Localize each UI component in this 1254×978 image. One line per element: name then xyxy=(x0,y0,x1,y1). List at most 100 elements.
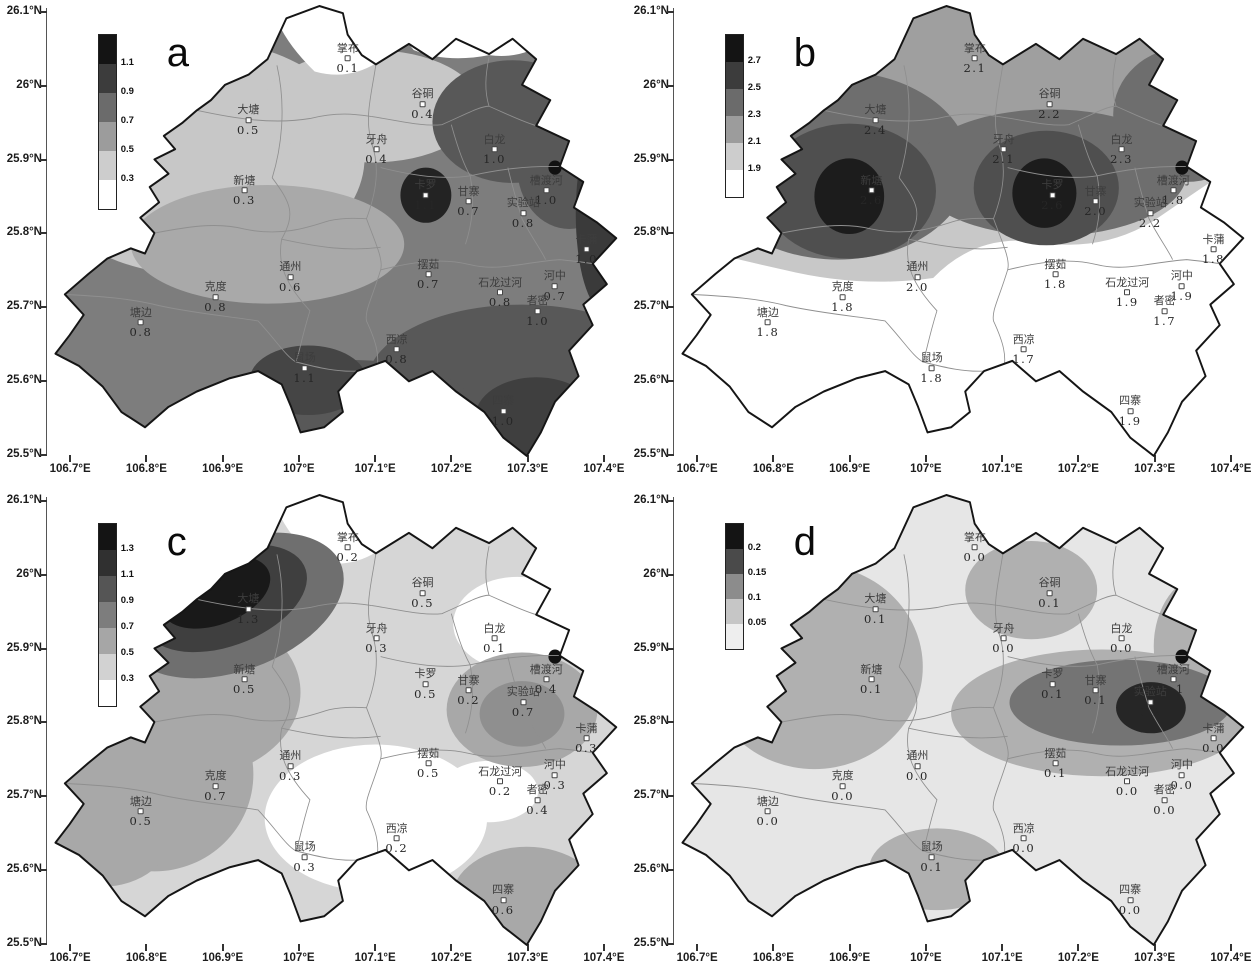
station-marker xyxy=(764,808,771,815)
station-marker xyxy=(1124,778,1131,785)
y-axis-tick xyxy=(667,721,674,724)
station-value: 1.0 xyxy=(575,252,598,267)
legend-a: 1.1 0.9 0.7 0.5 0.3 xyxy=(97,33,134,210)
station-value: 1.7 xyxy=(1012,352,1036,367)
station-kaluo: 卡罗 2.6 xyxy=(1041,179,1064,211)
station-name: 牙舟 xyxy=(992,621,1015,635)
station-name: 槽渡河 xyxy=(1156,662,1190,676)
x-axis-tick xyxy=(450,944,453,951)
station-marker xyxy=(419,589,426,596)
station-name: 四寨 xyxy=(492,883,515,897)
y-axis-tick-label: 25.8°N xyxy=(633,226,669,239)
y-axis-tick-label: 25.7°N xyxy=(6,300,42,313)
station-zhangbu: 掌布 0.0 xyxy=(963,532,986,564)
station-yazhou: 牙舟 0.4 xyxy=(365,134,388,166)
y-axis-tick xyxy=(667,500,674,502)
station-value: 1.0 xyxy=(483,152,506,167)
station-value: 0.2 xyxy=(488,784,512,799)
y-axis-tick-label: 25.6°N xyxy=(633,374,669,386)
legend-color-band xyxy=(725,88,743,116)
station-caoduhe: 槽渡河 0.4 xyxy=(530,664,563,696)
x-axis-tick-label: 107.4°E xyxy=(1210,463,1252,475)
station-name: 大塘 xyxy=(864,103,887,117)
y-axis-tick xyxy=(40,869,47,871)
x-axis-tick xyxy=(374,944,377,951)
station-value: 1.3 xyxy=(236,611,260,626)
station-marker xyxy=(1049,191,1056,198)
station-kaluo: 卡罗 0.1 xyxy=(1041,668,1064,700)
station-tongzhou: 通州 2.0 xyxy=(906,261,929,293)
station-name: 者密 xyxy=(526,783,549,797)
station-marker xyxy=(1052,760,1059,767)
x-axis-tick xyxy=(696,455,699,462)
x-axis-tick xyxy=(145,944,148,951)
x-axis-tick xyxy=(1153,944,1156,951)
x-axis-tick xyxy=(221,944,224,951)
station-value: 2.1 xyxy=(963,61,987,76)
station-marker xyxy=(422,191,429,198)
station-marker xyxy=(137,808,144,815)
contour-map-svg xyxy=(681,494,1245,946)
station-value: 0.2 xyxy=(1138,705,1162,720)
station-value: 0.7 xyxy=(204,789,228,804)
x-axis-tick-label: 106.9°E xyxy=(202,463,244,475)
station-value: 0.2 xyxy=(385,841,409,856)
station-shilongguohe: 石龙过河 1.9 xyxy=(1105,277,1149,309)
station-marker xyxy=(491,635,498,642)
y-axis-tick xyxy=(40,11,47,13)
y-axis-tick-label: 26.1°N xyxy=(633,494,669,506)
station-bairu: 摆茹 1.8 xyxy=(1044,259,1067,291)
legend-color-band xyxy=(725,142,743,170)
station-marker xyxy=(422,680,429,687)
x-axis-tick xyxy=(145,455,148,462)
station-value: 1.8 xyxy=(1202,252,1225,267)
station-marker xyxy=(1178,771,1185,778)
station-name: 鼠场 xyxy=(293,840,316,854)
y-axis-tick xyxy=(667,795,674,798)
x-axis-tick-label: 107.1°E xyxy=(354,952,396,964)
station-name: 新塘 xyxy=(860,173,883,187)
station-value: 2.2 xyxy=(1138,216,1162,231)
station-value: 0.2 xyxy=(336,550,360,565)
legend-d: 0.2 0.15 0.1 0.05 xyxy=(724,522,766,650)
x-axis-tick-label: 107.3°E xyxy=(1134,463,1176,475)
legend-tick-label: 1.1 xyxy=(120,568,134,580)
station-kapu: 卡蒲 1.8 xyxy=(1202,234,1225,266)
y-axis-tick xyxy=(40,573,47,576)
station-value: 2.2 xyxy=(1038,106,1062,121)
station-name: 甘寨 xyxy=(1084,674,1107,688)
station-name: 大塘 xyxy=(864,592,887,606)
y-axis-tick-label: 26°N xyxy=(643,78,669,91)
station-name: 牙舟 xyxy=(365,132,388,146)
station-name: 通州 xyxy=(906,260,929,274)
station-name: 通州 xyxy=(279,260,302,274)
station-value: 0.0 xyxy=(1115,784,1139,799)
station-name: 白龙 xyxy=(483,132,506,146)
station-name: 卡蒲 xyxy=(1202,721,1225,735)
y-axis-tick-label: 26.1°N xyxy=(633,5,669,17)
station-value: 0.3 xyxy=(543,777,567,792)
station-marker xyxy=(914,273,921,280)
station-value: 0.1 xyxy=(1161,682,1185,697)
station-value: 0.1 xyxy=(1038,595,1062,610)
legend-color-band xyxy=(98,627,116,654)
station-value: 2.0 xyxy=(1084,204,1108,219)
station-name: 四寨 xyxy=(492,394,515,408)
station-kedu: 克度 0.0 xyxy=(831,771,854,803)
station-value: 0.0 xyxy=(1153,802,1177,817)
station-marker xyxy=(928,853,935,860)
station-marker xyxy=(1000,635,1007,642)
y-axis-tick xyxy=(667,647,674,650)
station-zhangbu: 掌布 2.1 xyxy=(963,43,986,75)
station-name: 摆茹 xyxy=(417,257,440,271)
x-axis-tick-label: 107°E xyxy=(910,463,942,475)
station-sizhai: 四寨 0.0 xyxy=(1119,884,1142,916)
legend-tick-label: 0.7 xyxy=(120,114,134,126)
station-marker xyxy=(928,364,935,371)
x-axis-tick-label: 107.1°E xyxy=(981,952,1023,964)
x-axis-tick-label: 107.4°E xyxy=(583,463,625,475)
y-axis-tick xyxy=(40,500,47,502)
contour-map-svg xyxy=(681,5,1245,457)
station-name: 槽渡河 xyxy=(529,662,563,676)
station-bailong: 白龙 1.0 xyxy=(483,134,506,166)
